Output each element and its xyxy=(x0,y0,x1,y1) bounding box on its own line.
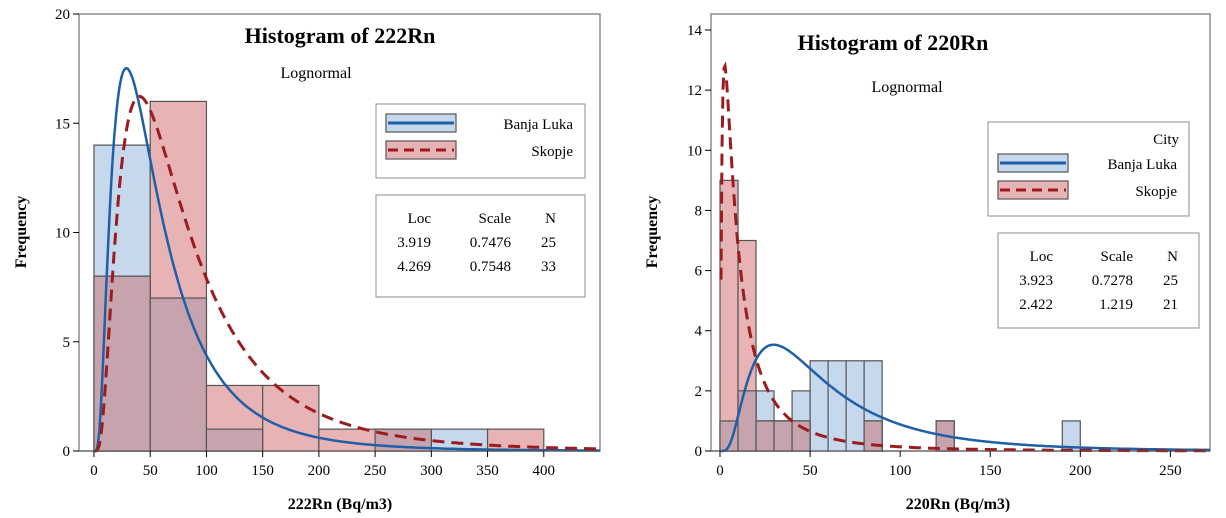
y-tick-label: 2 xyxy=(695,384,703,400)
y-tick-label: 6 xyxy=(695,264,703,280)
stats-cell: 33 xyxy=(541,259,556,275)
x-tick-label: 100 xyxy=(195,463,218,479)
y-tick-label: 0 xyxy=(63,444,71,460)
stats-header: Scale xyxy=(479,211,512,227)
stats-cell: 2.422 xyxy=(1019,297,1053,313)
bar-banja-luka-6 xyxy=(827,360,847,452)
x-tick-label: 50 xyxy=(803,463,818,479)
fit-curve-banja-luka xyxy=(94,66,600,453)
bar-overlap xyxy=(205,428,264,452)
y-tick-label: 10 xyxy=(55,226,70,242)
legend-label: Skopje xyxy=(1135,184,1177,200)
stats-header: Loc xyxy=(1030,249,1054,265)
y-axis-label: Frequency xyxy=(13,196,30,269)
x-tick-label: 150 xyxy=(979,463,1002,479)
y-tick-label: 14 xyxy=(687,23,703,39)
x-tick-label: 250 xyxy=(1159,463,1182,479)
stats-header: Loc xyxy=(408,211,432,227)
y-tick-label: 4 xyxy=(695,324,703,340)
stats-header: N xyxy=(1167,249,1178,265)
bar-overlap xyxy=(755,420,775,452)
x-tick-label: 200 xyxy=(308,463,331,479)
fit-curve-skopje xyxy=(94,94,600,453)
stats-header: Scale xyxy=(1101,249,1134,265)
bar-overlap xyxy=(773,420,793,452)
y-tick-label: 12 xyxy=(687,83,702,99)
x-tick-label: 0 xyxy=(90,463,98,479)
x-axis-label: 222Rn (Bq/m3) xyxy=(288,496,392,513)
x-tick-label: 400 xyxy=(533,463,556,479)
chart-subtitle: Lognormal xyxy=(871,79,943,96)
x-tick-label: 50 xyxy=(143,463,158,479)
stats-cell: 3.923 xyxy=(1019,273,1053,289)
chart-title: Histogram of 220Rn xyxy=(798,30,989,55)
x-tick-label: 100 xyxy=(889,463,912,479)
y-axis-label: Frequency xyxy=(644,196,661,269)
stats-cell: 4.269 xyxy=(397,259,431,275)
stats-box xyxy=(375,194,586,298)
chart-title: Histogram of 222Rn xyxy=(245,23,436,48)
bar-overlap xyxy=(149,297,208,452)
stats-cell: 1.219 xyxy=(1099,297,1133,313)
x-tick-label: 150 xyxy=(251,463,274,479)
y-tick-label: 5 xyxy=(63,335,71,351)
stats-cell: 25 xyxy=(541,235,556,251)
x-tick-label: 300 xyxy=(420,463,443,479)
bar-overlap xyxy=(93,275,151,452)
legend-label: Banja Luka xyxy=(503,117,573,133)
stats-cell: 0.7278 xyxy=(1092,273,1133,289)
histogram-panel-2: 0 2 4 6 8 10 12 14 0 50 100 150 200 250 Histogram of 2… xyxy=(644,13,1211,513)
y-tick-label: 8 xyxy=(695,203,703,219)
stats-header: N xyxy=(545,211,556,227)
y-tick-label: 10 xyxy=(687,143,702,159)
legend-title: City xyxy=(1153,132,1179,148)
legend-label: Banja Luka xyxy=(1107,157,1177,173)
legend-label: Skopje xyxy=(531,144,573,160)
stats-cell: 0.7476 xyxy=(470,235,512,251)
y-tick-label: 0 xyxy=(695,444,703,460)
x-axis-label: 220Rn (Bq/m3) xyxy=(906,496,1010,513)
x-tick-label: 250 xyxy=(364,463,387,479)
stats-cell: 0.7548 xyxy=(470,259,511,275)
stats-cell: 25 xyxy=(1163,273,1178,289)
stats-box xyxy=(997,232,1200,329)
x-tick-label: 0 xyxy=(716,463,724,479)
y-tick-label: 15 xyxy=(55,116,70,132)
fit-curve-banja-luka xyxy=(721,343,1211,453)
chart-subtitle: Lognormal xyxy=(280,65,352,82)
bar-skopje-3 xyxy=(262,384,320,452)
y-tick-label: 20 xyxy=(55,7,70,23)
x-tick-label: 200 xyxy=(1069,463,1092,479)
bar-overlap xyxy=(737,390,757,452)
x-tick-label: 350 xyxy=(476,463,499,479)
stats-cell: 3.919 xyxy=(397,235,431,251)
stats-cell: 21 xyxy=(1163,297,1178,313)
